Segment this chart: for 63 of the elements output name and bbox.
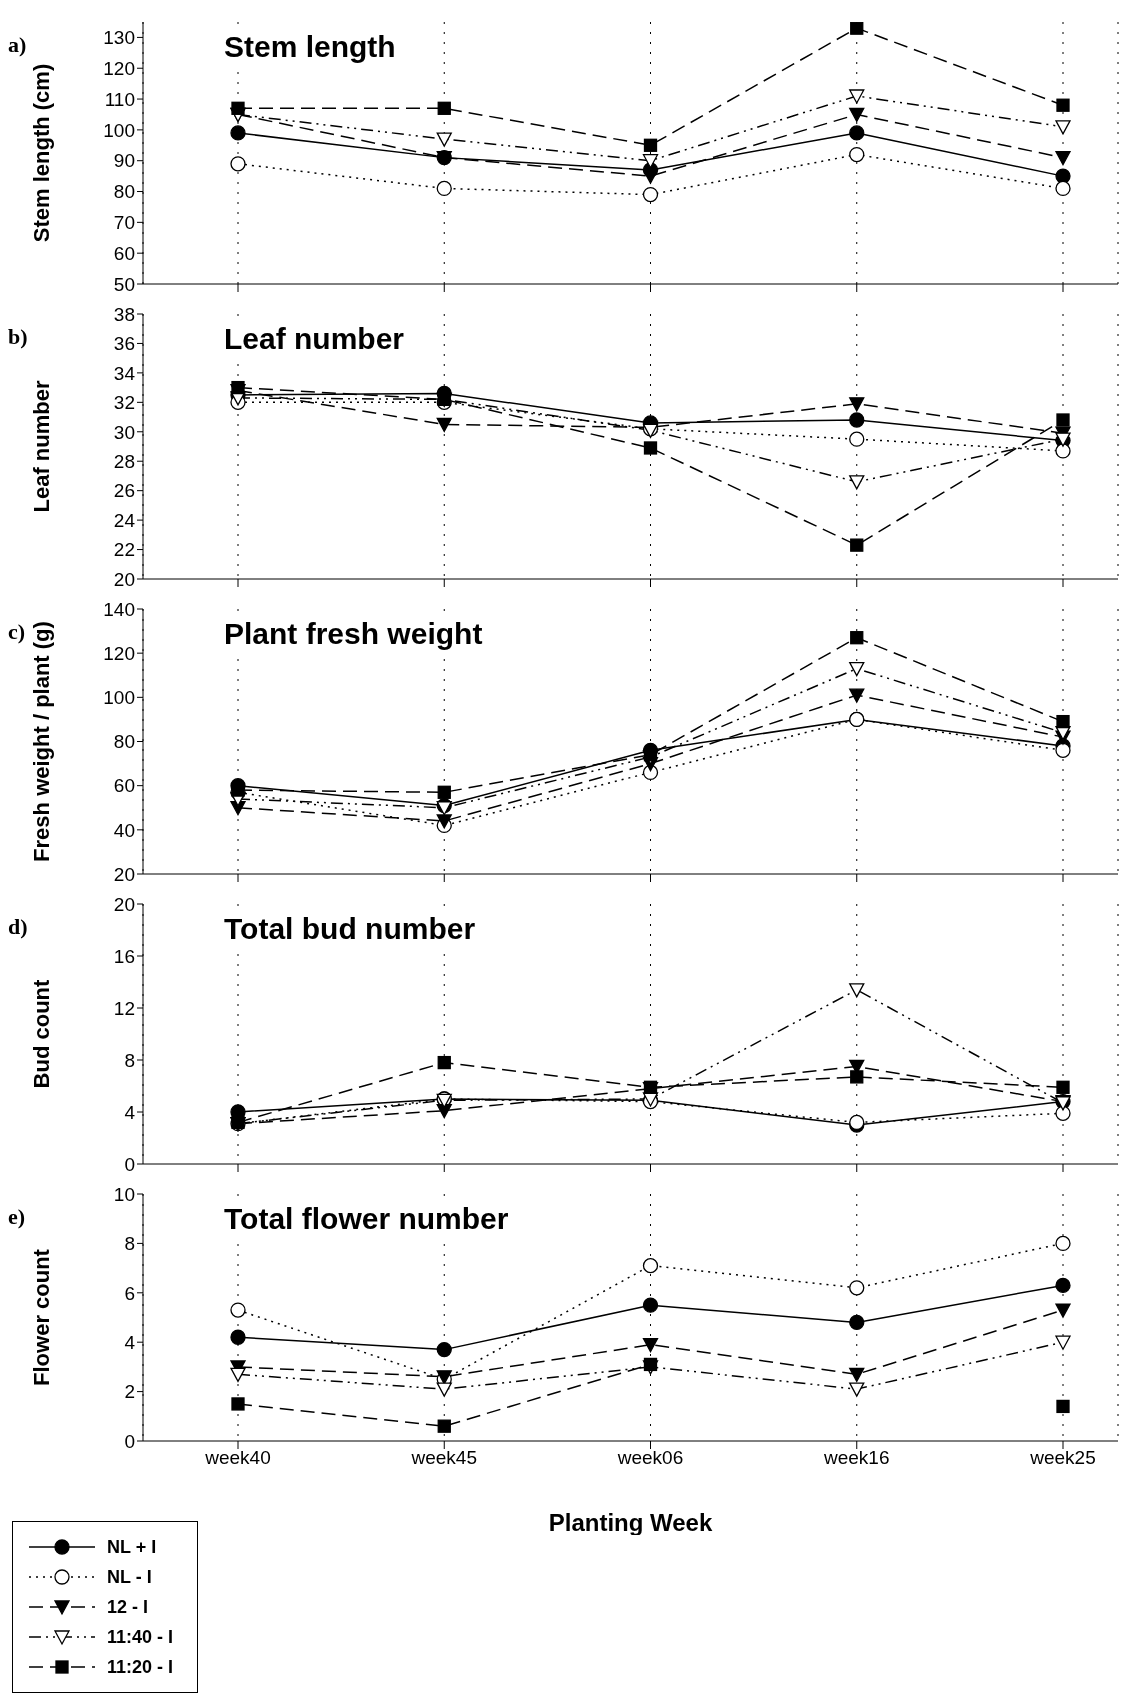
x-tick-label: week06 [616, 1447, 684, 1469]
text: e) [8, 1204, 26, 1230]
y-tick-label: 0 [124, 1153, 135, 1175]
y-tick-label: 120 [103, 642, 135, 664]
legend-label: NL - I [107, 1566, 152, 1588]
y-tick-label: 28 [113, 450, 135, 472]
text: b) [8, 324, 28, 350]
x-tick-label: week45 [410, 1447, 477, 1469]
y-tick-label: 100 [103, 119, 135, 141]
y-tick-label: 34 [113, 362, 136, 384]
y-tick-label: 22 [113, 539, 135, 561]
y-tick-label: 2 [124, 1381, 135, 1403]
legend-label: NL + I [107, 1536, 157, 1558]
x-tick-label: week25 [1029, 1447, 1096, 1469]
x-tick-label: week16 [823, 1447, 890, 1469]
y-tick-label: 50 [113, 273, 135, 295]
y-tick-label: 110 [104, 88, 135, 110]
y-tick-label: 16 [113, 945, 135, 967]
y-tick-label: 8 [124, 1049, 135, 1071]
y-tick-label: 20 [113, 568, 135, 590]
y-tick-label: 30 [113, 421, 135, 443]
legend-label: 11:20 - I [107, 1656, 174, 1678]
y-axis-title: Bud count [28, 978, 54, 1089]
y-tick-label: 0 [124, 1430, 135, 1452]
y-tick-label: 60 [113, 242, 135, 264]
y-tick-label: 26 [113, 480, 135, 502]
y-axis-title: Flower count [28, 1248, 54, 1386]
chart-title: Plant fresh weight [220, 617, 487, 651]
y-tick-label: 80 [113, 181, 135, 203]
y-tick-label: 8 [124, 1233, 135, 1255]
y-tick-label: 12 [113, 997, 135, 1019]
y-tick-label: 70 [113, 212, 135, 234]
chart-title: Total flower number [220, 1202, 513, 1236]
y-tick-label: 4 [124, 1101, 136, 1123]
text: d) [8, 914, 28, 940]
y-axis-title: Leaf number [28, 380, 54, 513]
chart-title: Total bud number [220, 912, 480, 946]
y-tick-label: 100 [103, 687, 135, 709]
y-tick-label: 20 [113, 893, 135, 915]
x-tick-label: week40 [204, 1447, 271, 1469]
y-tick-label: 40 [113, 819, 135, 841]
y-tick-label: 6 [124, 1282, 135, 1304]
y-tick-label: 20 [113, 863, 135, 885]
y-tick-label: 10 [113, 1183, 135, 1205]
legend-label: 12 - I [107, 1596, 149, 1618]
text: c) [8, 619, 26, 645]
y-tick-label: 36 [113, 333, 135, 355]
y-tick-label: 120 [103, 57, 135, 79]
y-tick-label: 140 [103, 598, 135, 620]
y-tick-label: 130 [103, 27, 135, 49]
y-tick-label: 80 [113, 731, 135, 753]
text: a) [8, 32, 27, 58]
chart-title: Stem length [220, 30, 400, 64]
y-tick-label: 24 [113, 509, 136, 531]
y-axis-title: Stem length (cm) [28, 63, 54, 243]
chart-title: Leaf number [220, 322, 409, 356]
y-tick-label: 60 [113, 775, 135, 797]
y-tick-label: 4 [124, 1331, 136, 1353]
y-tick-label: 90 [113, 150, 135, 172]
y-tick-label: 38 [113, 303, 135, 325]
y-axis-title: Fresh weight / plant (g) [28, 621, 54, 862]
legend-label: 11:40 - I [107, 1626, 174, 1648]
y-tick-label: 32 [113, 392, 135, 414]
